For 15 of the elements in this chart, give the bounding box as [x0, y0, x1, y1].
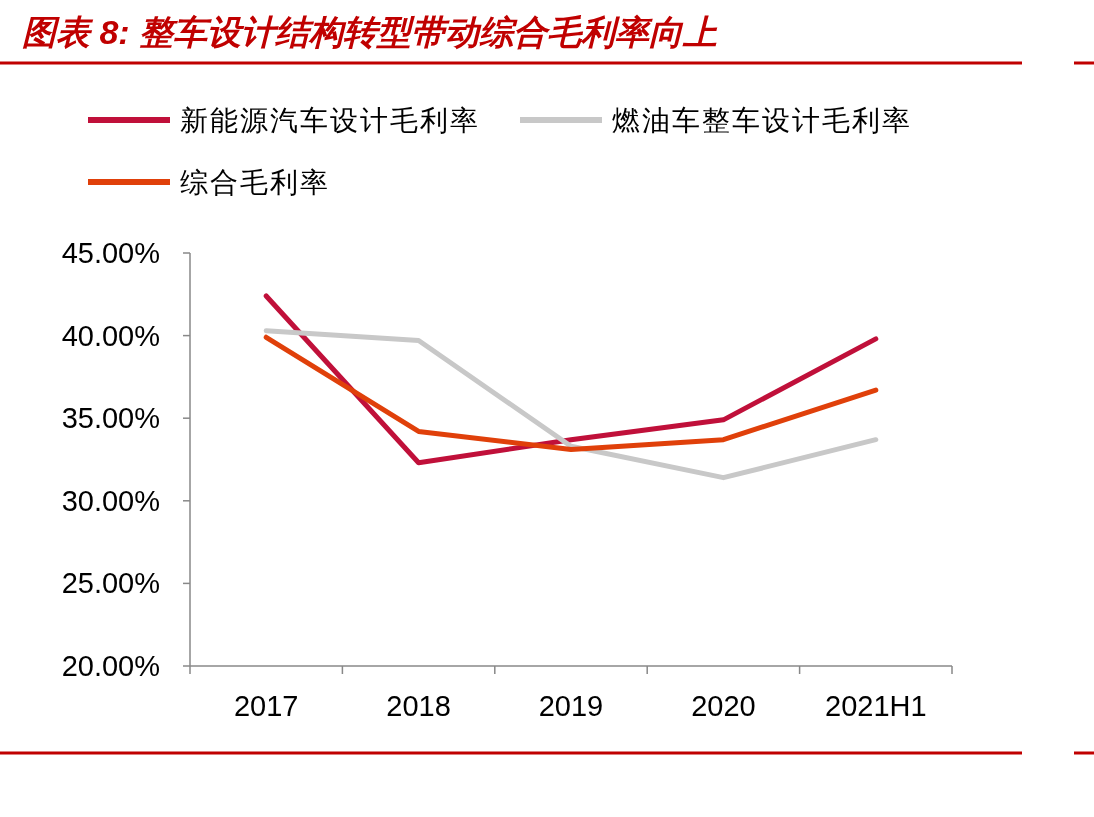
y-tick-label: 40.00%: [61, 319, 160, 352]
legend-label: 燃油车整车设计毛利率: [612, 105, 912, 136]
legend-label: 新能源汽车设计毛利率: [180, 105, 480, 136]
x-tick-label: 2019: [538, 690, 604, 722]
x-tick-label: 2017: [233, 690, 299, 722]
y-tick-label: 25.00%: [61, 567, 160, 600]
x-tick-label: 2021H1: [825, 690, 927, 722]
y-tick-label: 35.00%: [61, 402, 160, 435]
y-tick-label: 20.00%: [61, 650, 160, 682]
chart-title: 图表 8: 整车设计结构转型带动综合毛利率向上: [22, 13, 719, 51]
y-tick-label: 45.00%: [61, 237, 160, 269]
y-tick-label: 30.00%: [61, 484, 160, 517]
legend-label: 综合毛利率: [180, 167, 330, 198]
x-tick-label: 2018: [386, 690, 451, 722]
x-tick-label: 2020: [691, 690, 756, 722]
